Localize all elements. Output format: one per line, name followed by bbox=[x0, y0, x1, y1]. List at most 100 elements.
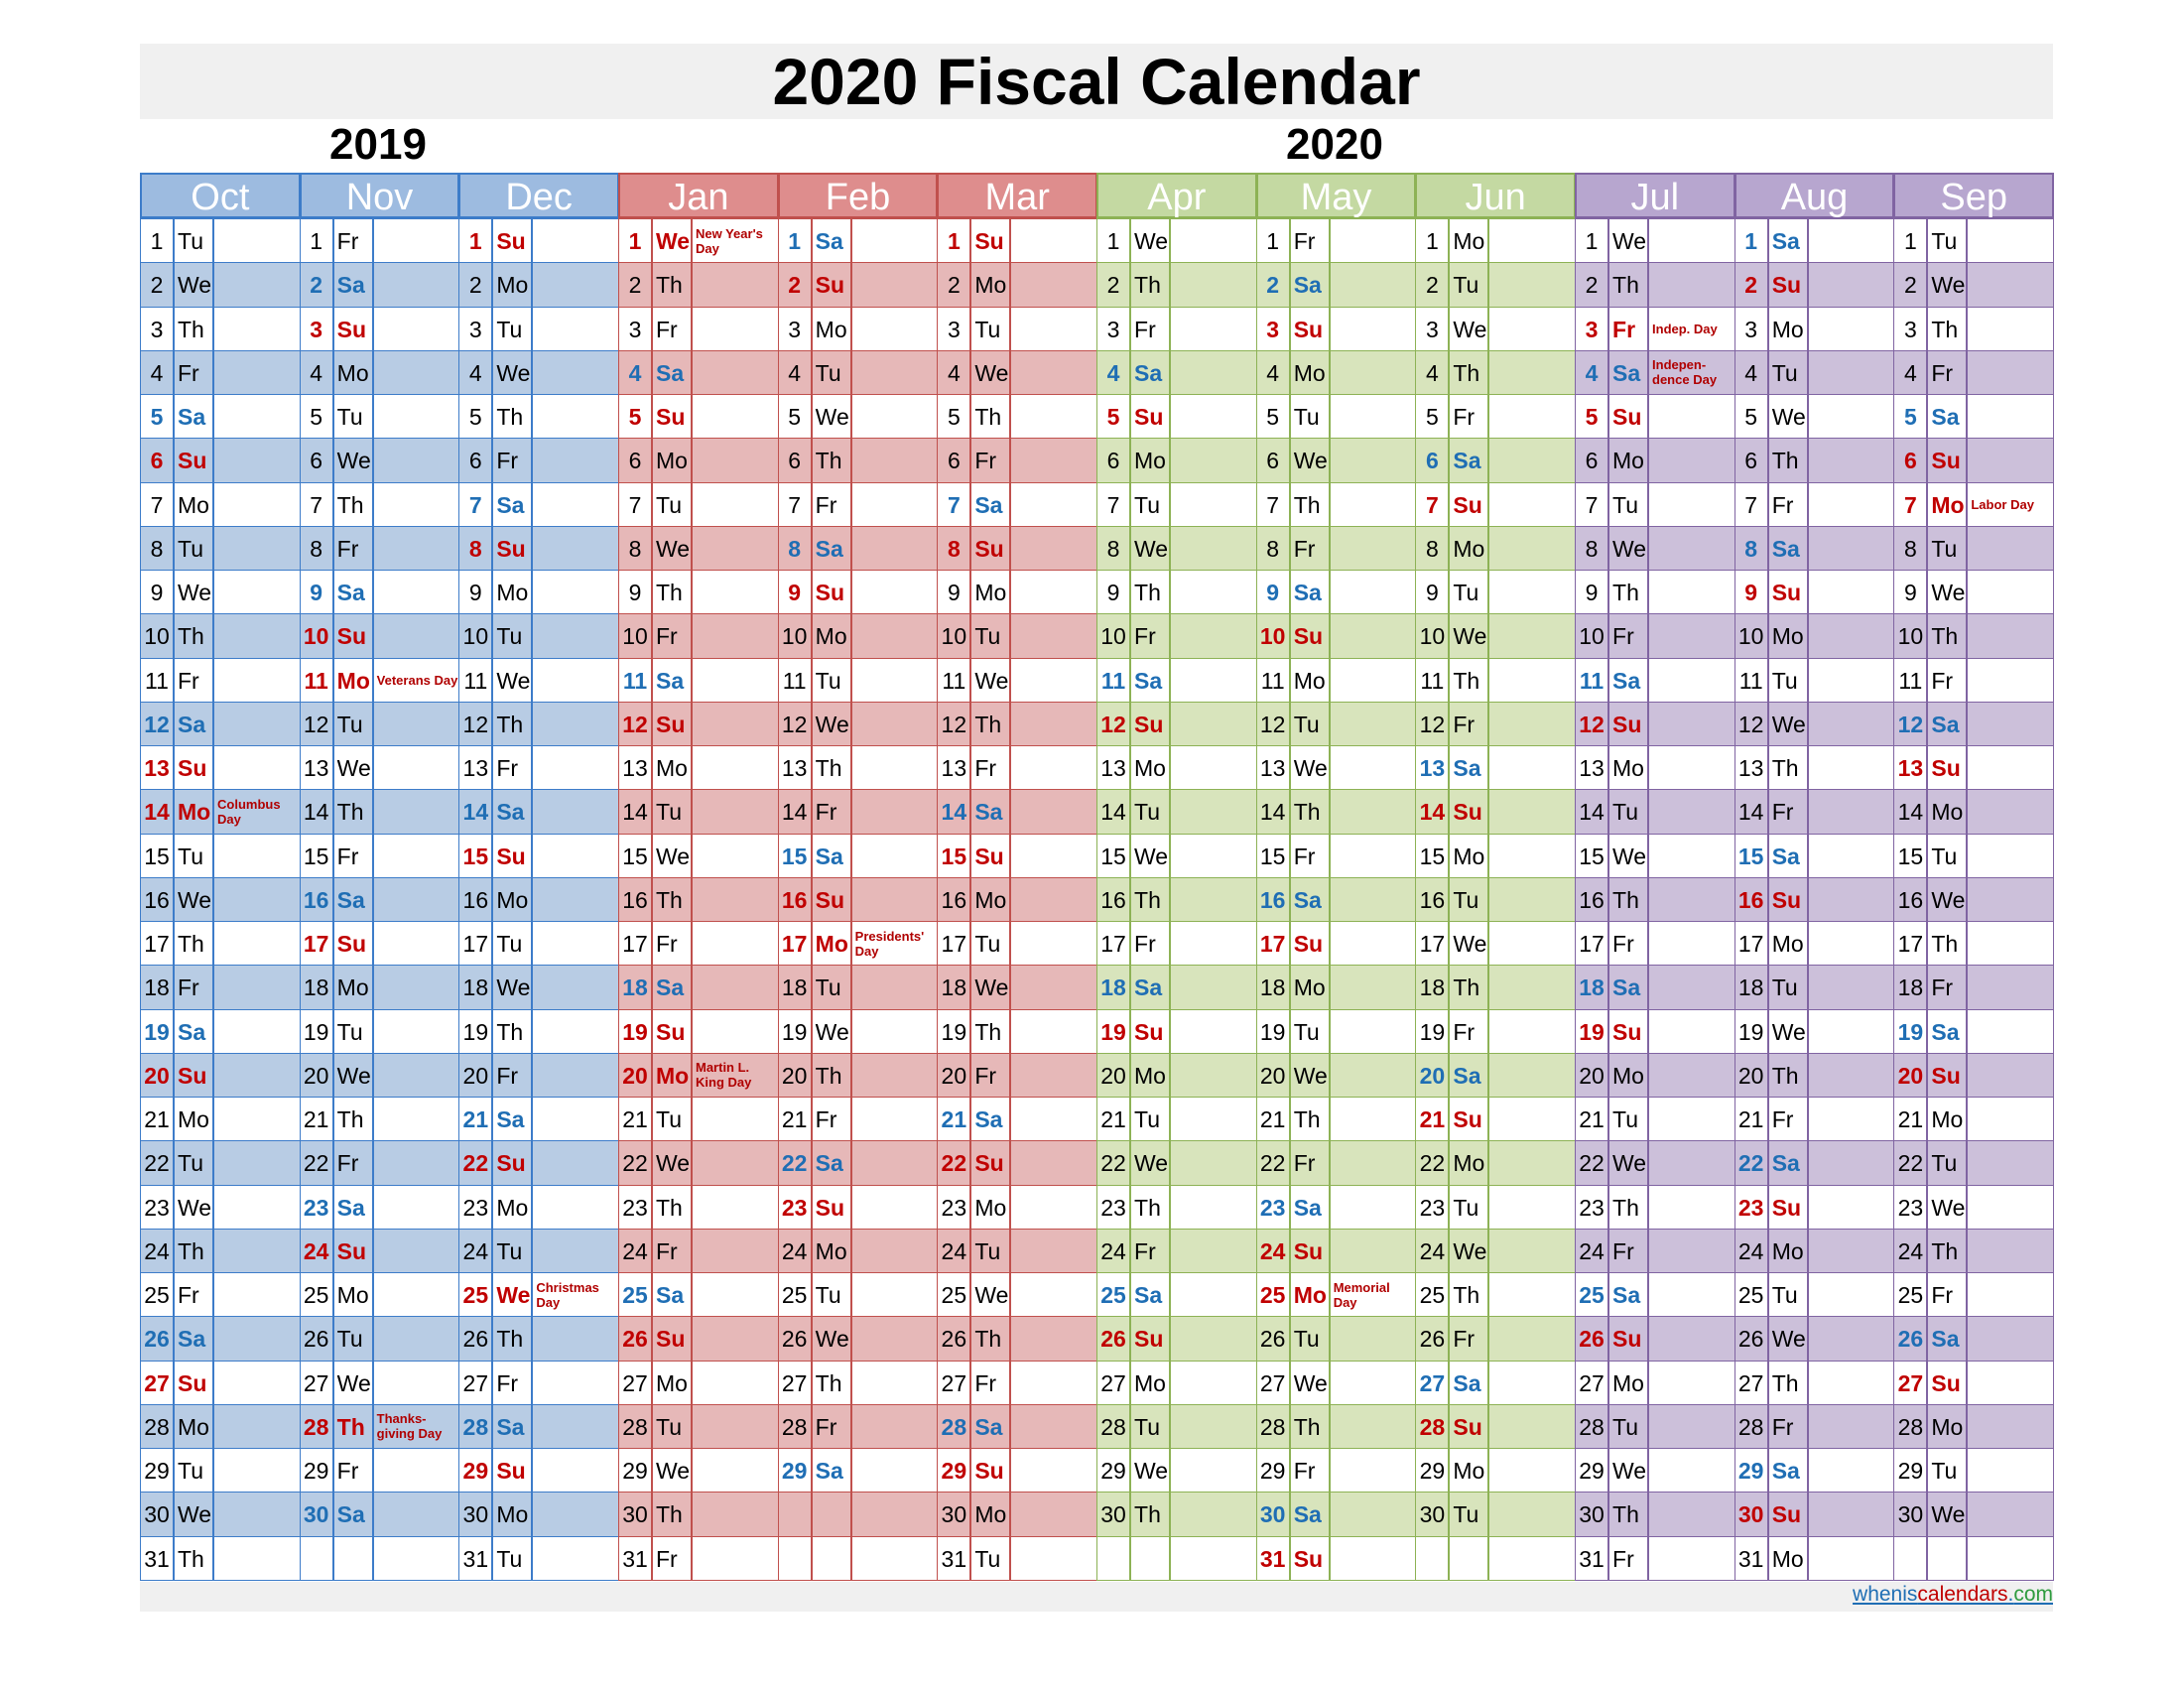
day-of-week: Mo bbox=[492, 1492, 533, 1537]
footer-link[interactable]: wheniscalendars.com bbox=[1853, 1583, 2053, 1607]
page-title: 2020 Fiscal Calendar bbox=[772, 45, 1421, 118]
day-of-week: Tu bbox=[1449, 1184, 1489, 1230]
day-number: 20 bbox=[1255, 1052, 1290, 1098]
day-of-week: Th bbox=[174, 1228, 213, 1273]
note-cell bbox=[850, 481, 939, 527]
day-of-week: Sa bbox=[492, 481, 533, 527]
day-number: 13 bbox=[777, 745, 812, 791]
day-number: 16 bbox=[1415, 876, 1450, 922]
day-number: 23 bbox=[618, 1184, 652, 1230]
day-of-week: Fr bbox=[811, 789, 851, 835]
note-cell bbox=[372, 1316, 460, 1362]
day-number: 8 bbox=[458, 525, 493, 571]
day-number: 27 bbox=[937, 1360, 971, 1405]
day-number: 7 bbox=[1255, 481, 1290, 527]
day-number: 22 bbox=[1096, 1140, 1131, 1186]
note-cell bbox=[532, 1097, 619, 1142]
day-of-week: Fr bbox=[1289, 1140, 1330, 1186]
day-of-week: Th bbox=[492, 394, 533, 440]
day-number: 14 bbox=[618, 789, 652, 835]
day-of-week: Sa bbox=[970, 481, 1011, 527]
day-number: 15 bbox=[1255, 833, 1290, 878]
note-cell bbox=[1648, 1097, 1735, 1142]
day-number: 19 bbox=[299, 1008, 333, 1054]
day-number: 8 bbox=[1096, 525, 1131, 571]
note-cell bbox=[850, 394, 939, 440]
note-cell bbox=[1170, 394, 1257, 440]
day-number: 21 bbox=[1096, 1097, 1131, 1142]
note-cell bbox=[850, 1492, 939, 1537]
day-number: 11 bbox=[1734, 657, 1768, 703]
note-cell bbox=[1488, 1097, 1577, 1142]
day-number: 17 bbox=[1575, 921, 1609, 967]
day-number: 25 bbox=[458, 1272, 493, 1318]
day-of-week: Sa bbox=[811, 1448, 851, 1493]
day-of-week: Mo bbox=[1608, 1360, 1649, 1405]
day-of-week: Fr bbox=[1130, 613, 1171, 659]
day-of-week: We bbox=[174, 876, 213, 922]
day-of-week: Mo bbox=[970, 1492, 1011, 1537]
day-number: 27 bbox=[140, 1360, 174, 1405]
day-of-week: Su bbox=[1289, 1535, 1330, 1581]
day-of-week: Fr bbox=[970, 745, 1011, 791]
day-number: 26 bbox=[1893, 1316, 1928, 1362]
note-cell bbox=[1329, 1535, 1417, 1581]
day-of-week: Mo bbox=[1449, 1140, 1489, 1186]
day-of-week: We bbox=[811, 394, 851, 440]
note-cell bbox=[1807, 570, 1895, 615]
day-number: 11 bbox=[458, 657, 493, 703]
day-number: 17 bbox=[1415, 921, 1450, 967]
day-of-week: Su bbox=[174, 438, 213, 483]
day-number: 9 bbox=[1575, 570, 1609, 615]
day-of-week: Mo bbox=[970, 1184, 1011, 1230]
day-of-week: Th bbox=[1767, 438, 1808, 483]
day-number: 14 bbox=[1255, 789, 1290, 835]
day-number: 6 bbox=[1575, 438, 1609, 483]
day-of-week: Fr bbox=[811, 1097, 851, 1142]
note-cell bbox=[532, 1228, 619, 1273]
note-cell bbox=[372, 262, 460, 308]
day-number: 16 bbox=[618, 876, 652, 922]
day-number: 26 bbox=[1734, 1316, 1768, 1362]
note-cell bbox=[692, 657, 779, 703]
day-number: 14 bbox=[777, 789, 812, 835]
day-of-week: Tu bbox=[332, 701, 373, 746]
note-cell bbox=[1807, 306, 1895, 351]
note-cell bbox=[1488, 965, 1577, 1010]
day-of-week: Su bbox=[652, 1316, 692, 1362]
day-number: 31 bbox=[458, 1535, 493, 1581]
note-cell bbox=[1329, 1316, 1417, 1362]
day-of-week: Su bbox=[1289, 921, 1330, 967]
day-of-week: Tu bbox=[1130, 481, 1171, 527]
day-number: 3 bbox=[458, 306, 493, 351]
day-number: 22 bbox=[1734, 1140, 1768, 1186]
day-number: 23 bbox=[1415, 1184, 1450, 1230]
day-of-week: We bbox=[1608, 218, 1649, 264]
note-cell bbox=[213, 833, 301, 878]
note-cell bbox=[1967, 921, 2055, 967]
note-cell bbox=[1329, 1140, 1417, 1186]
day-number: 10 bbox=[1575, 613, 1609, 659]
day-number: 7 bbox=[299, 481, 333, 527]
day-of-week: We bbox=[1927, 1492, 1968, 1537]
day-number: 20 bbox=[1575, 1052, 1609, 1098]
day-number: 16 bbox=[777, 876, 812, 922]
note-cell bbox=[1648, 1492, 1735, 1537]
note-cell bbox=[692, 570, 779, 615]
day-number: 12 bbox=[299, 701, 333, 746]
note-cell bbox=[692, 1272, 779, 1318]
note-cell bbox=[1967, 1448, 2055, 1493]
day-number: 20 bbox=[1096, 1052, 1131, 1098]
day-number: 22 bbox=[458, 1140, 493, 1186]
day-of-week: Su bbox=[1130, 1316, 1171, 1362]
note-cell bbox=[1648, 657, 1735, 703]
note-cell bbox=[213, 613, 301, 659]
note-cell bbox=[213, 1008, 301, 1054]
day-number: 15 bbox=[140, 833, 174, 878]
day-number: 1 bbox=[140, 218, 174, 264]
day-of-week: Tu bbox=[492, 306, 533, 351]
day-of-week: Th bbox=[970, 1316, 1011, 1362]
note-cell bbox=[692, 1008, 779, 1054]
note-cell bbox=[1488, 1184, 1577, 1230]
day-number: 2 bbox=[618, 262, 652, 308]
